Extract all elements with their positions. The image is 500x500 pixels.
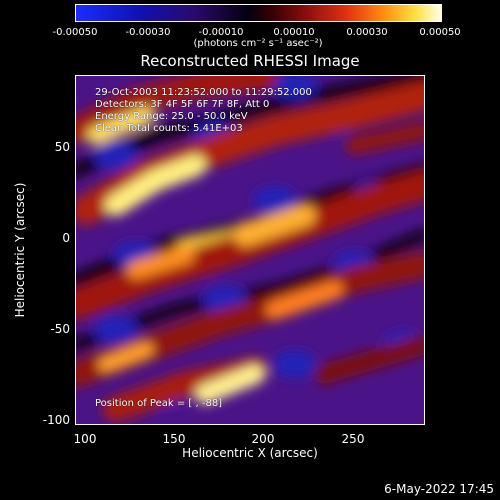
colorbar-tick: -0.00050	[52, 27, 98, 38]
info-energy-range: Energy Range: 25.0 - 50.0 keV	[95, 111, 248, 122]
x-tick-label: 250	[341, 432, 365, 446]
y-tick-label: 50	[54, 140, 70, 154]
colorbar	[75, 4, 442, 22]
colorbar-tick: 0.00030	[346, 27, 388, 38]
info-time-range: 29-Oct-2003 11:23:52.000 to 11:29:52.000	[95, 87, 312, 98]
peak-position-label: Position of Peak = [ , -88]	[95, 398, 223, 409]
info-detectors: Detectors: 3F 4F 5F 6F 7F 8F, Att 0	[95, 99, 270, 110]
colorbar-unit-label: (photons cm⁻² s⁻¹ asec⁻²)	[193, 38, 323, 49]
date-stamp: 6-May-2022 17:45	[384, 482, 494, 496]
info-clean-counts: Clean Total counts: 5.41E+03	[95, 123, 243, 134]
colorbar-tick: 0.00050	[419, 27, 461, 38]
plot-title: Reconstructed RHESSI Image	[140, 52, 360, 70]
y-tick-label: -50	[50, 322, 70, 336]
colorbar-tick: 0.00010	[273, 27, 315, 38]
heatmap-image	[75, 75, 425, 425]
colorbar-tick: -0.00030	[125, 27, 171, 38]
x-tick-label: 150	[162, 432, 186, 446]
y-tick-label: -100	[42, 413, 70, 427]
y-tick-label: 0	[62, 231, 70, 245]
y-axis-label: Heliocentric Y (arcsec)	[13, 182, 27, 318]
x-axis-label: Heliocentric X (arcsec)	[182, 446, 318, 460]
x-tick-label: 200	[251, 432, 275, 446]
x-tick-label: 100	[73, 432, 97, 446]
colorbar-tick: -0.00010	[198, 27, 244, 38]
